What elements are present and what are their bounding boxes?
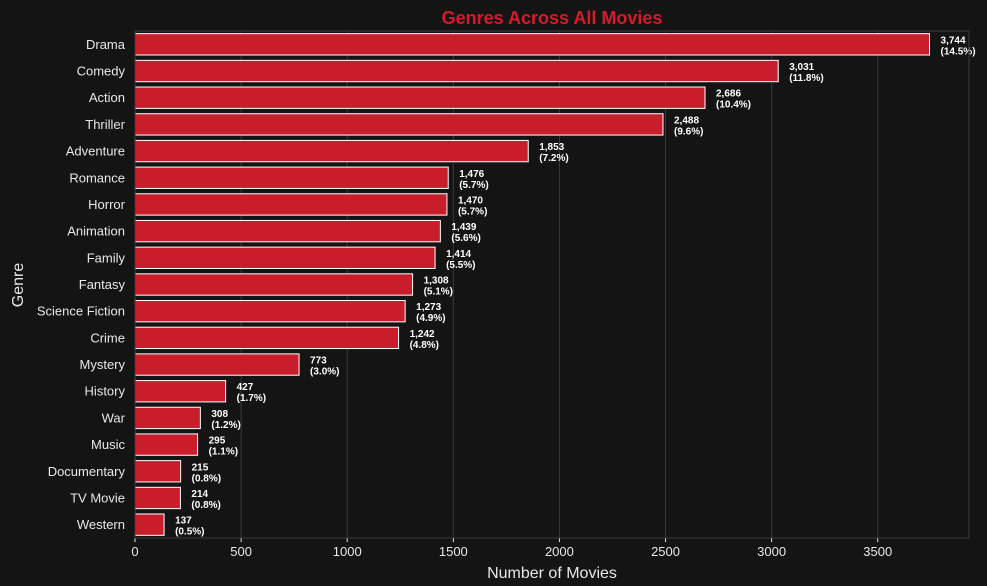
category-label: Documentary — [48, 464, 126, 479]
category-label: Crime — [90, 330, 125, 345]
bar — [134, 33, 931, 56]
category-label: History — [85, 384, 126, 399]
data-label-percent: (11.8%) — [789, 73, 823, 84]
bar — [134, 139, 529, 163]
data-label-percent: (5.7%) — [458, 206, 487, 217]
data-label-percent: (7.2%) — [539, 153, 568, 164]
x-tick-labels: 0 500 1000 1500 2000 2500 3000 3500 — [131, 538, 892, 559]
data-label-percent: (5.6%) — [451, 233, 480, 244]
data-label-value: 295 — [209, 436, 226, 447]
category-label: TV Movie — [70, 490, 125, 505]
data-label-value: 3,744 — [941, 35, 966, 46]
x-tick-label: 1500 — [439, 544, 468, 559]
data-label-percent: (1.7%) — [237, 393, 266, 404]
category-label: Mystery — [80, 357, 126, 372]
data-label-value: 1,414 — [446, 249, 471, 260]
data-label-value: 3,031 — [789, 62, 814, 73]
category-label: Drama — [86, 37, 126, 52]
data-label-value: 2,488 — [674, 115, 699, 126]
data-label-percent: (5.5%) — [446, 260, 475, 271]
data-label-percent: (0.5%) — [175, 527, 204, 538]
category-label: Music — [91, 437, 125, 452]
bar — [134, 380, 227, 403]
bar — [134, 513, 165, 536]
data-label-value: 1,470 — [458, 195, 483, 206]
data-label-value: 308 — [211, 409, 228, 420]
bar — [134, 353, 300, 376]
bar — [134, 300, 406, 323]
data-label-percent: (14.5%) — [941, 46, 976, 57]
data-label-value: 137 — [175, 516, 192, 527]
x-tick-label: 500 — [230, 544, 252, 559]
data-label-value: 1,273 — [416, 302, 441, 313]
y-axis-label: Genre — [10, 263, 27, 308]
category-label: Animation — [67, 224, 125, 239]
bar — [134, 113, 664, 136]
x-axis-label: Number of Movies — [487, 565, 617, 582]
data-label-percent: (10.4%) — [716, 100, 751, 111]
bar — [134, 486, 181, 510]
category-label: Romance — [69, 170, 125, 185]
data-label-percent: (1.2%) — [211, 420, 240, 431]
bar — [134, 59, 779, 83]
data-label-value: 1,439 — [451, 222, 476, 233]
x-tick-label: 3000 — [757, 544, 786, 559]
category-label: Fantasy — [79, 277, 126, 292]
bar — [134, 273, 414, 296]
x-tick-label: 0 — [131, 544, 138, 559]
data-label-value: 1,853 — [539, 142, 564, 153]
data-label-percent: (5.7%) — [459, 180, 488, 191]
bar — [134, 166, 449, 189]
bar — [134, 406, 201, 430]
data-label-value: 1,476 — [459, 169, 484, 180]
data-label-value: 215 — [192, 462, 209, 473]
bar — [134, 246, 436, 269]
bar — [134, 219, 441, 243]
data-label-value: 773 — [310, 356, 327, 367]
category-label: War — [102, 410, 126, 425]
category-labels: Drama Comedy Action Thriller Adventure Romanc… — [37, 37, 126, 532]
x-tick-label: 3500 — [863, 544, 892, 559]
x-tick-label: 2000 — [545, 544, 574, 559]
category-label: Action — [89, 90, 125, 105]
data-label-percent: (4.9%) — [416, 313, 445, 324]
bar — [134, 193, 448, 216]
category-label: Comedy — [77, 64, 126, 79]
plot-frame — [134, 30, 970, 539]
data-label-percent: (9.6%) — [674, 126, 703, 137]
data-label-percent: (3.0%) — [310, 367, 339, 378]
data-label-percent: (0.8%) — [192, 473, 221, 484]
x-tick-label: 1000 — [333, 544, 362, 559]
category-label: Science Fiction — [37, 304, 125, 319]
data-label-value: 427 — [237, 382, 254, 393]
data-label-value: 1,242 — [410, 329, 435, 340]
category-label: Adventure — [66, 144, 125, 159]
bar — [134, 326, 400, 350]
bar — [134, 433, 199, 456]
bar — [134, 86, 706, 109]
bars — [134, 33, 931, 536]
data-label-percent: (1.1%) — [209, 447, 238, 458]
data-label-value: 2,686 — [716, 89, 741, 100]
category-label: Western — [77, 517, 125, 532]
category-label: Horror — [88, 197, 126, 212]
data-label-percent: (4.8%) — [410, 340, 439, 351]
chart-title: Genres Across All Movies — [442, 8, 663, 28]
data-labels: 3,744(14.5%) 3,031(11.8%) 2,686(10.4%) 2,48… — [175, 35, 975, 537]
x-tick-label: 2500 — [651, 544, 680, 559]
data-label-percent: (0.8%) — [191, 500, 220, 511]
category-label: Family — [87, 250, 126, 265]
data-label-value: 214 — [191, 489, 208, 500]
data-label-percent: (5.1%) — [424, 287, 453, 298]
data-label-value: 1,308 — [424, 276, 449, 287]
bar — [134, 460, 182, 483]
category-label: Thriller — [85, 117, 125, 132]
